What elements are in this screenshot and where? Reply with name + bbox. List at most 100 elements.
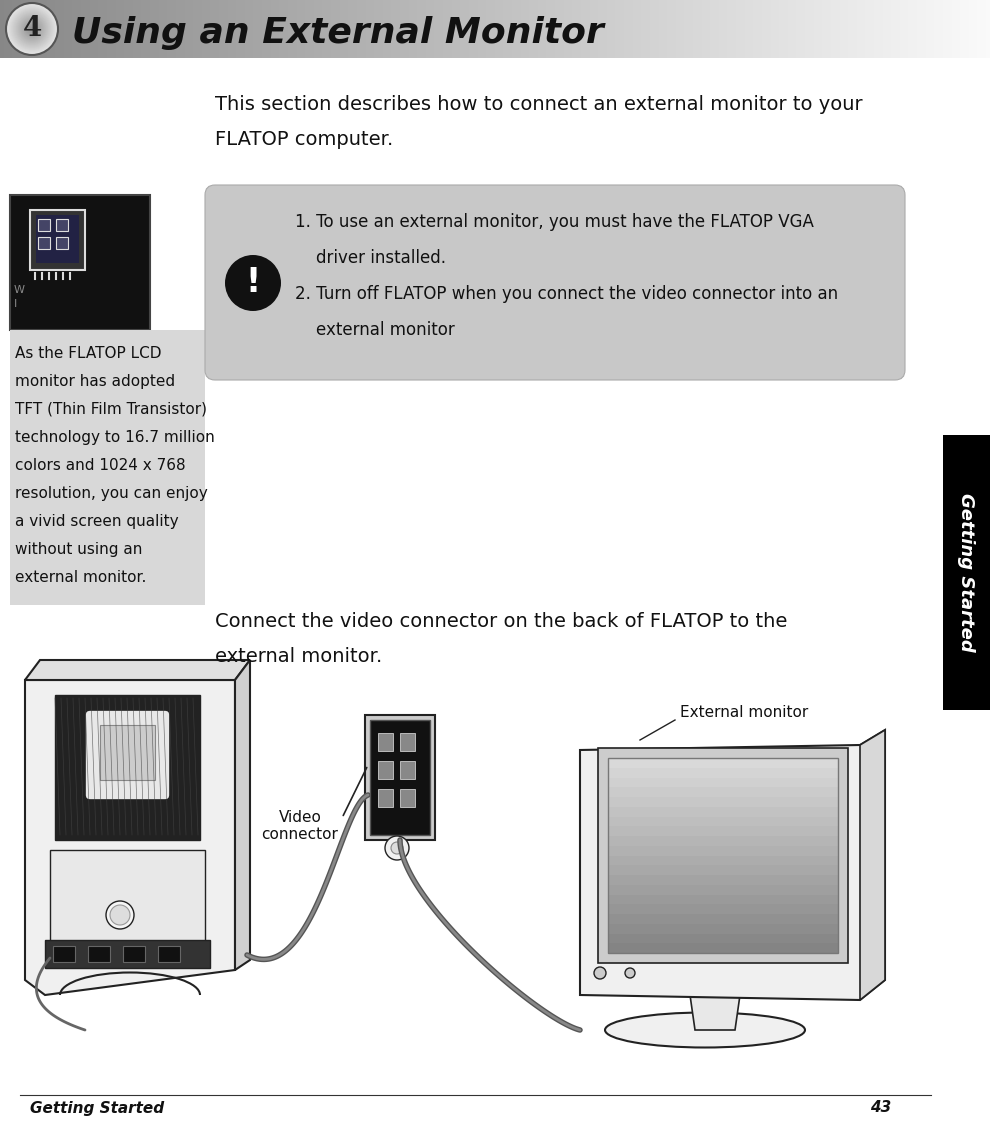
Bar [756,0,757,58]
Bar [129,0,130,58]
Bar [856,0,857,58]
Bar [607,0,608,58]
Bar [348,0,349,58]
Bar [834,0,835,58]
Bar [584,0,585,58]
Bar [608,855,838,866]
Bar [307,0,308,58]
Bar [48,0,49,58]
Bar [421,0,422,58]
Bar [708,0,709,58]
Bar [10,196,150,330]
Bar [177,0,178,58]
Bar [169,0,170,58]
Bar [436,0,437,58]
Bar [88,0,89,58]
Bar [245,0,246,58]
Bar [496,0,497,58]
Bar [634,0,635,58]
Bar [608,778,838,788]
Bar [29,0,30,58]
Bar [384,0,385,58]
Bar [465,0,466,58]
Bar [374,0,375,58]
Bar [608,807,838,818]
Bar [556,0,557,58]
Bar [173,0,174,58]
Bar [659,0,660,58]
Bar [896,0,897,58]
Bar [578,0,579,58]
Bar [379,0,380,58]
Bar [486,0,487,58]
Bar [589,0,590,58]
Bar [897,0,898,58]
Bar [211,0,212,58]
Circle shape [23,20,41,38]
Bar [388,0,389,58]
Bar [538,0,539,58]
Bar [163,0,164,58]
Bar [464,0,465,58]
Bar [596,0,597,58]
Bar [620,0,621,58]
Bar [635,0,636,58]
Bar [724,0,725,58]
Bar [411,0,412,58]
Bar [871,0,872,58]
Text: 1. To use an external monitor, you must have the FLATOP VGA: 1. To use an external monitor, you must … [295,213,814,231]
Bar [529,0,530,58]
Bar [329,0,330,58]
Bar [813,0,814,58]
Bar [332,0,333,58]
Bar [17,0,18,58]
Bar [883,0,884,58]
Bar [105,0,106,58]
Bar [244,0,245,58]
Bar [731,0,732,58]
Bar [181,0,182,58]
Bar [753,0,754,58]
Bar [269,0,270,58]
Bar [517,0,518,58]
Bar [976,0,977,58]
Bar [318,0,319,58]
Bar [534,0,535,58]
Bar [55,695,200,840]
Text: 2. Turn off FLATOP when you connect the video connector into an: 2. Turn off FLATOP when you connect the … [295,285,839,302]
Bar [481,0,482,58]
Bar [56,0,57,58]
Bar [410,0,411,58]
Bar [124,0,125,58]
Bar [952,0,953,58]
Bar [56,219,68,231]
Bar [562,0,563,58]
Bar [156,0,157,58]
Bar [885,0,886,58]
Bar [845,0,846,58]
Bar [24,0,25,58]
Bar [478,0,479,58]
Bar [824,0,825,58]
Circle shape [28,25,36,33]
Bar [730,0,731,58]
Bar [408,0,409,58]
Bar [380,0,381,58]
Bar [440,0,441,58]
Bar [493,0,494,58]
Text: Connect the video connector on the back of FLATOP to the: Connect the video connector on the back … [215,612,787,631]
Bar [621,0,622,58]
Bar [403,0,404,58]
Bar [288,0,289,58]
Bar [19,0,20,58]
Bar [11,0,12,58]
Bar [442,0,443,58]
Bar [866,0,867,58]
Bar [409,0,410,58]
Bar [359,0,360,58]
Bar [542,0,543,58]
Bar [56,236,68,249]
Bar [660,0,661,58]
Bar [574,0,575,58]
Bar [335,0,336,58]
